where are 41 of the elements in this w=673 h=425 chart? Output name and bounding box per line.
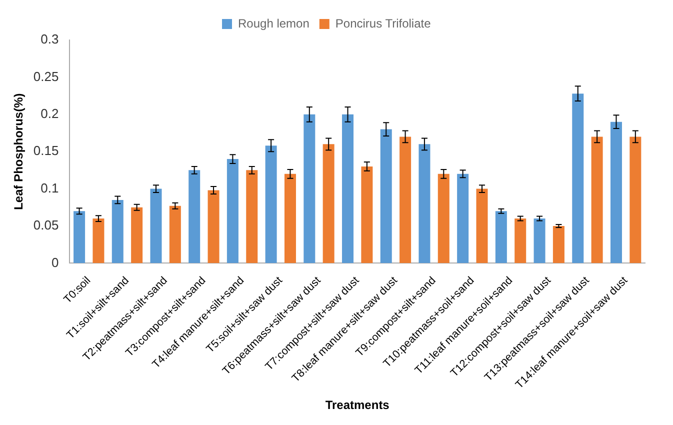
y-tick-label: 0.2 — [40, 106, 59, 121]
legend-label: Poncirus Trifoliate — [335, 16, 432, 30]
bar — [74, 211, 86, 264]
y-axis-title: Leaf Phosphorus(%) — [12, 93, 26, 210]
bar — [112, 200, 124, 264]
bar — [246, 170, 258, 264]
bar — [514, 218, 526, 264]
bar — [208, 190, 220, 264]
bar — [92, 218, 104, 264]
bar — [342, 114, 354, 264]
bar — [188, 170, 200, 264]
legend-label: Rough lemon — [238, 16, 310, 30]
bar — [495, 211, 507, 264]
y-tick-label: 0.1 — [40, 180, 59, 196]
bar — [534, 218, 546, 264]
y-tick-label: 0.3 — [40, 32, 59, 47]
bar — [284, 174, 296, 264]
bar — [476, 188, 488, 264]
bar — [418, 144, 430, 264]
bar — [630, 136, 642, 264]
bar — [591, 136, 603, 264]
bar — [438, 174, 450, 264]
y-tick-label: 0.25 — [33, 68, 59, 84]
bar — [322, 144, 334, 264]
y-tick-label: 0.05 — [33, 218, 59, 233]
bar — [131, 207, 143, 264]
y-tick-label: 0 — [51, 254, 59, 270]
bar — [304, 114, 316, 264]
bar — [610, 122, 622, 264]
bar — [380, 129, 392, 264]
bar — [265, 146, 277, 264]
bar — [169, 206, 181, 264]
bar — [572, 94, 584, 264]
bar — [150, 188, 162, 264]
x-axis-title: Treatments — [325, 398, 390, 412]
bar — [457, 174, 469, 264]
bar — [226, 159, 238, 264]
bar — [552, 226, 564, 264]
bar — [400, 136, 412, 264]
bar — [361, 166, 373, 264]
y-tick-label: 0.15 — [33, 143, 59, 158]
